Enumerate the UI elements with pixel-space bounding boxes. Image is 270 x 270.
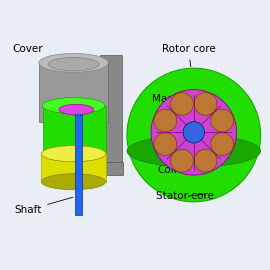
FancyBboxPatch shape: [43, 106, 106, 154]
FancyBboxPatch shape: [39, 63, 108, 122]
FancyBboxPatch shape: [42, 152, 106, 182]
Ellipse shape: [42, 146, 106, 162]
Ellipse shape: [194, 149, 217, 172]
Ellipse shape: [154, 109, 177, 132]
Ellipse shape: [127, 68, 261, 202]
Ellipse shape: [154, 133, 177, 156]
Ellipse shape: [211, 109, 234, 132]
Ellipse shape: [42, 97, 105, 114]
Ellipse shape: [42, 174, 106, 190]
Text: Shaft: Shaft: [15, 197, 73, 215]
FancyBboxPatch shape: [100, 55, 122, 167]
Text: Magnet: Magnet: [152, 94, 191, 104]
Ellipse shape: [39, 53, 108, 72]
Text: Rotor core: Rotor core: [162, 45, 215, 67]
Ellipse shape: [127, 135, 261, 167]
Ellipse shape: [151, 90, 237, 175]
Ellipse shape: [42, 146, 105, 162]
Ellipse shape: [194, 93, 217, 115]
Ellipse shape: [183, 122, 204, 143]
Ellipse shape: [171, 149, 193, 172]
Text: Coil: Coil: [158, 156, 177, 175]
Text: Stator core: Stator core: [156, 191, 214, 201]
FancyBboxPatch shape: [84, 162, 123, 175]
Ellipse shape: [75, 114, 82, 116]
Ellipse shape: [171, 93, 193, 115]
FancyBboxPatch shape: [75, 115, 82, 215]
Ellipse shape: [48, 58, 99, 71]
Text: Cover: Cover: [12, 45, 66, 70]
Ellipse shape: [59, 104, 94, 115]
Ellipse shape: [211, 133, 234, 156]
